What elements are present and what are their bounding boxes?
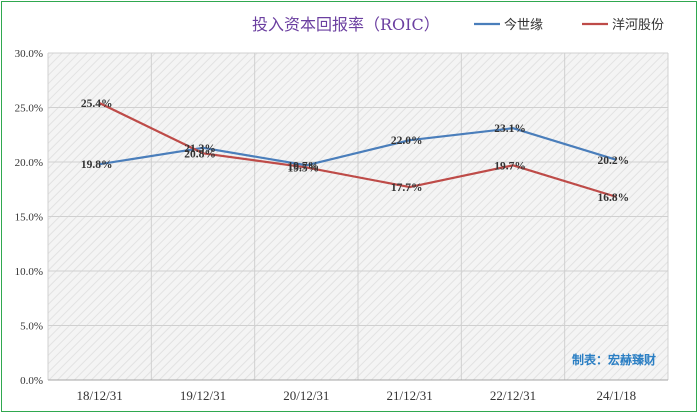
series-line-jinshiyuan [99,127,617,167]
x-tick-label: 19/12/31 [180,388,226,403]
chart-title: 投入资本回报率（ROIC） [252,15,440,34]
data-labels: 19.8% 21.3% 19.7% 22.0% 23.1% 20.2% 25.4% 20.8%… [81,98,629,204]
data-label: 23.1% [494,123,526,135]
y-tick-label: 5.0% [20,321,43,333]
series-lines [99,102,617,198]
data-label: 19.7% [494,160,526,172]
y-tick-label: 30.0% [15,48,43,60]
legend-label: 今世缘 [504,17,543,33]
data-label: 22.0% [391,135,423,147]
data-label: 19.5% [288,162,320,174]
grid [47,52,669,381]
y-tick-label: 20.0% [15,157,43,169]
x-tick-label: 18/12/31 [77,388,123,403]
y-tick-label: 10.0% [15,266,43,278]
x-tick-label: 20/12/31 [283,388,329,403]
data-label: 19.7% [288,160,320,172]
data-label: 21.3% [184,143,216,155]
data-label: 25.4% [81,98,113,110]
series-line-yanghe [99,102,617,198]
data-label: 19.8% [81,159,113,171]
data-label: 17.7% [391,182,423,194]
x-axis: 18/12/31 19/12/31 20/12/31 21/12/31 22/12/31… [77,388,637,403]
y-tick-label: 25.0% [15,103,43,115]
credit-text: 制表：宏赫臻财 [572,352,656,367]
legend: 今世缘 洋河股份 [474,17,664,33]
x-tick-label: 24/1/18 [596,388,636,403]
y-tick-label: 0.0% [20,375,43,387]
data-label: 16.8% [598,192,630,204]
data-label: 20.2% [598,155,630,167]
y-tick-label: 15.0% [15,212,43,224]
y-axis: 0.0% 5.0% 10.0% 15.0% 20.0% 25.0% 30.0% [15,48,43,387]
x-tick-label: 22/12/31 [490,388,536,403]
x-tick-label: 21/12/31 [387,388,433,403]
data-label: 20.8% [184,148,216,160]
legend-label: 洋河股份 [612,18,664,33]
